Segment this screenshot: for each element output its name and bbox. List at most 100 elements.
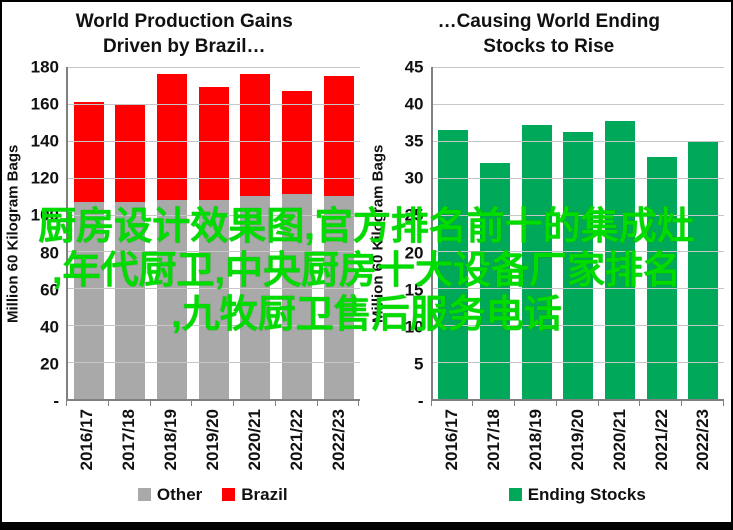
x-tick bbox=[276, 401, 318, 406]
x-tick bbox=[109, 401, 151, 406]
x-tick bbox=[67, 401, 109, 406]
y-axis-tick-labels: 45 40 35 30 25 20 15 10 5 - bbox=[389, 59, 431, 410]
y-axis-title: Million 60 Kilogram Bags bbox=[369, 144, 386, 324]
gridline bbox=[68, 140, 360, 142]
bar-slot bbox=[68, 67, 110, 399]
legend-item-brazil: Brazil bbox=[222, 486, 288, 503]
y-tick-label: 45 bbox=[404, 57, 424, 77]
bars-container bbox=[68, 67, 360, 399]
bar-slot bbox=[682, 67, 724, 399]
bar-segment-other bbox=[323, 196, 354, 399]
x-axis-label-text: 2020/21 bbox=[609, 409, 629, 471]
y-tick-label: 20 bbox=[40, 354, 59, 374]
x-tick bbox=[599, 401, 641, 406]
x-axis-labels: 2016/17 2017/18 2018/19 2019/20 2020/21 2021/… bbox=[66, 406, 360, 480]
y-tick-label: 80 bbox=[40, 243, 59, 263]
y-tick-label: 180 bbox=[30, 57, 59, 77]
bar-segment-brazil bbox=[73, 102, 104, 202]
bar-segment-brazil bbox=[323, 76, 354, 197]
bar-slot bbox=[193, 67, 235, 399]
y-tick-label: 40 bbox=[404, 94, 424, 114]
x-axis-label: 2017/18 bbox=[472, 406, 514, 480]
y-axis-tick-labels: 180 160 140 120 100 80 60 40 20 - bbox=[24, 59, 66, 410]
chart-body: Million 60 Kilogram Bags 180 160 140 120 100… bbox=[2, 59, 367, 508]
x-axis-label: 2022/23 bbox=[682, 406, 724, 480]
gridline bbox=[432, 288, 724, 290]
bar-segment-brazil bbox=[240, 74, 271, 197]
x-axis-label-text: 2019/20 bbox=[203, 409, 223, 471]
bar-2016/17 bbox=[438, 129, 469, 399]
gridline bbox=[68, 325, 360, 327]
y-tick-label: 30 bbox=[404, 168, 424, 188]
plot-column: 2016/17 2017/18 2018/19 2019/20 2020/21 2021/… bbox=[430, 67, 725, 508]
bar-2020/21 bbox=[604, 120, 635, 399]
bar-slot bbox=[235, 67, 277, 399]
x-axis-label-text: 2022/23 bbox=[328, 409, 348, 471]
x-axis-label: 2016/17 bbox=[66, 406, 108, 480]
x-axis-label-text: 2017/18 bbox=[483, 409, 503, 471]
bar-segment-ending-stocks bbox=[563, 131, 594, 399]
x-axis-label-text: 2020/21 bbox=[245, 409, 265, 471]
x-axis-label: 2018/19 bbox=[514, 406, 556, 480]
x-tick bbox=[234, 401, 276, 406]
x-tick bbox=[318, 401, 360, 406]
gridline bbox=[68, 103, 360, 105]
bar-2019/20 bbox=[563, 131, 594, 399]
x-axis-label-text: 2021/22 bbox=[651, 409, 671, 471]
bar-slot bbox=[599, 67, 641, 399]
x-axis-label-text: 2019/20 bbox=[567, 409, 587, 471]
legend-label: Other bbox=[156, 484, 203, 504]
bar-slot bbox=[110, 67, 152, 399]
bar-slot bbox=[516, 67, 558, 399]
gridline bbox=[432, 325, 724, 327]
bar-segment-brazil bbox=[198, 87, 229, 200]
bar-2017/18 bbox=[115, 103, 146, 399]
x-axis-label: 2017/18 bbox=[108, 406, 150, 480]
x-axis-label-text: 2018/19 bbox=[525, 409, 545, 471]
bar-2022/23 bbox=[688, 142, 719, 399]
x-axis-label: 2020/21 bbox=[234, 406, 276, 480]
gridline bbox=[68, 288, 360, 290]
bar-segment-ending-stocks bbox=[479, 162, 510, 399]
bar-slot bbox=[276, 67, 318, 399]
gridline bbox=[68, 177, 360, 179]
x-axis-label: 2021/22 bbox=[276, 406, 318, 480]
bar-slot bbox=[151, 67, 193, 399]
y-tick-label: - bbox=[417, 391, 424, 411]
chart-title: …Causing World Ending Stocks to Rise bbox=[437, 11, 660, 58]
gridline bbox=[432, 67, 724, 68]
bar-segment-brazil bbox=[115, 103, 146, 202]
gridline bbox=[432, 251, 724, 253]
chart-title: World Production Gains Driven by Brazil… bbox=[75, 11, 293, 58]
x-tick bbox=[192, 401, 235, 406]
x-axis-label-text: 2017/18 bbox=[119, 409, 139, 471]
legend-swatch bbox=[222, 487, 236, 501]
bar-slot bbox=[557, 67, 599, 399]
y-tick-label: 20 bbox=[404, 243, 424, 263]
legend-swatch bbox=[508, 487, 522, 501]
production-chart: World Production Gains Driven by Brazil…… bbox=[2, 2, 367, 522]
x-tick bbox=[151, 401, 193, 406]
x-axis-labels: 2016/17 2017/18 2018/19 2019/20 2020/21 2021/… bbox=[431, 406, 725, 480]
bar-segment-other bbox=[240, 196, 271, 399]
y-tick-label: 60 bbox=[40, 280, 59, 300]
y-tick-label: 35 bbox=[404, 131, 424, 151]
gridline bbox=[432, 103, 724, 105]
x-axis-label: 2016/17 bbox=[431, 406, 473, 480]
ending-stocks-chart: …Causing World Ending Stocks to Rise Mil… bbox=[367, 2, 732, 522]
x-axis-ticks bbox=[430, 401, 725, 406]
bar-segment-ending-stocks bbox=[646, 157, 677, 399]
legend-item-other: Other bbox=[137, 484, 203, 504]
gridline bbox=[68, 67, 360, 68]
gridline bbox=[68, 251, 360, 253]
x-axis-label-text: 2018/19 bbox=[161, 409, 181, 471]
x-axis-label: 2022/23 bbox=[318, 406, 360, 480]
y-tick-label: 100 bbox=[30, 205, 59, 225]
gridline bbox=[432, 140, 724, 142]
x-tick bbox=[557, 401, 599, 406]
bar-segment-brazil bbox=[282, 90, 312, 195]
bar-2019/20 bbox=[198, 87, 229, 399]
bar-segment-ending-stocks bbox=[521, 124, 552, 399]
legend-swatch bbox=[137, 487, 151, 501]
